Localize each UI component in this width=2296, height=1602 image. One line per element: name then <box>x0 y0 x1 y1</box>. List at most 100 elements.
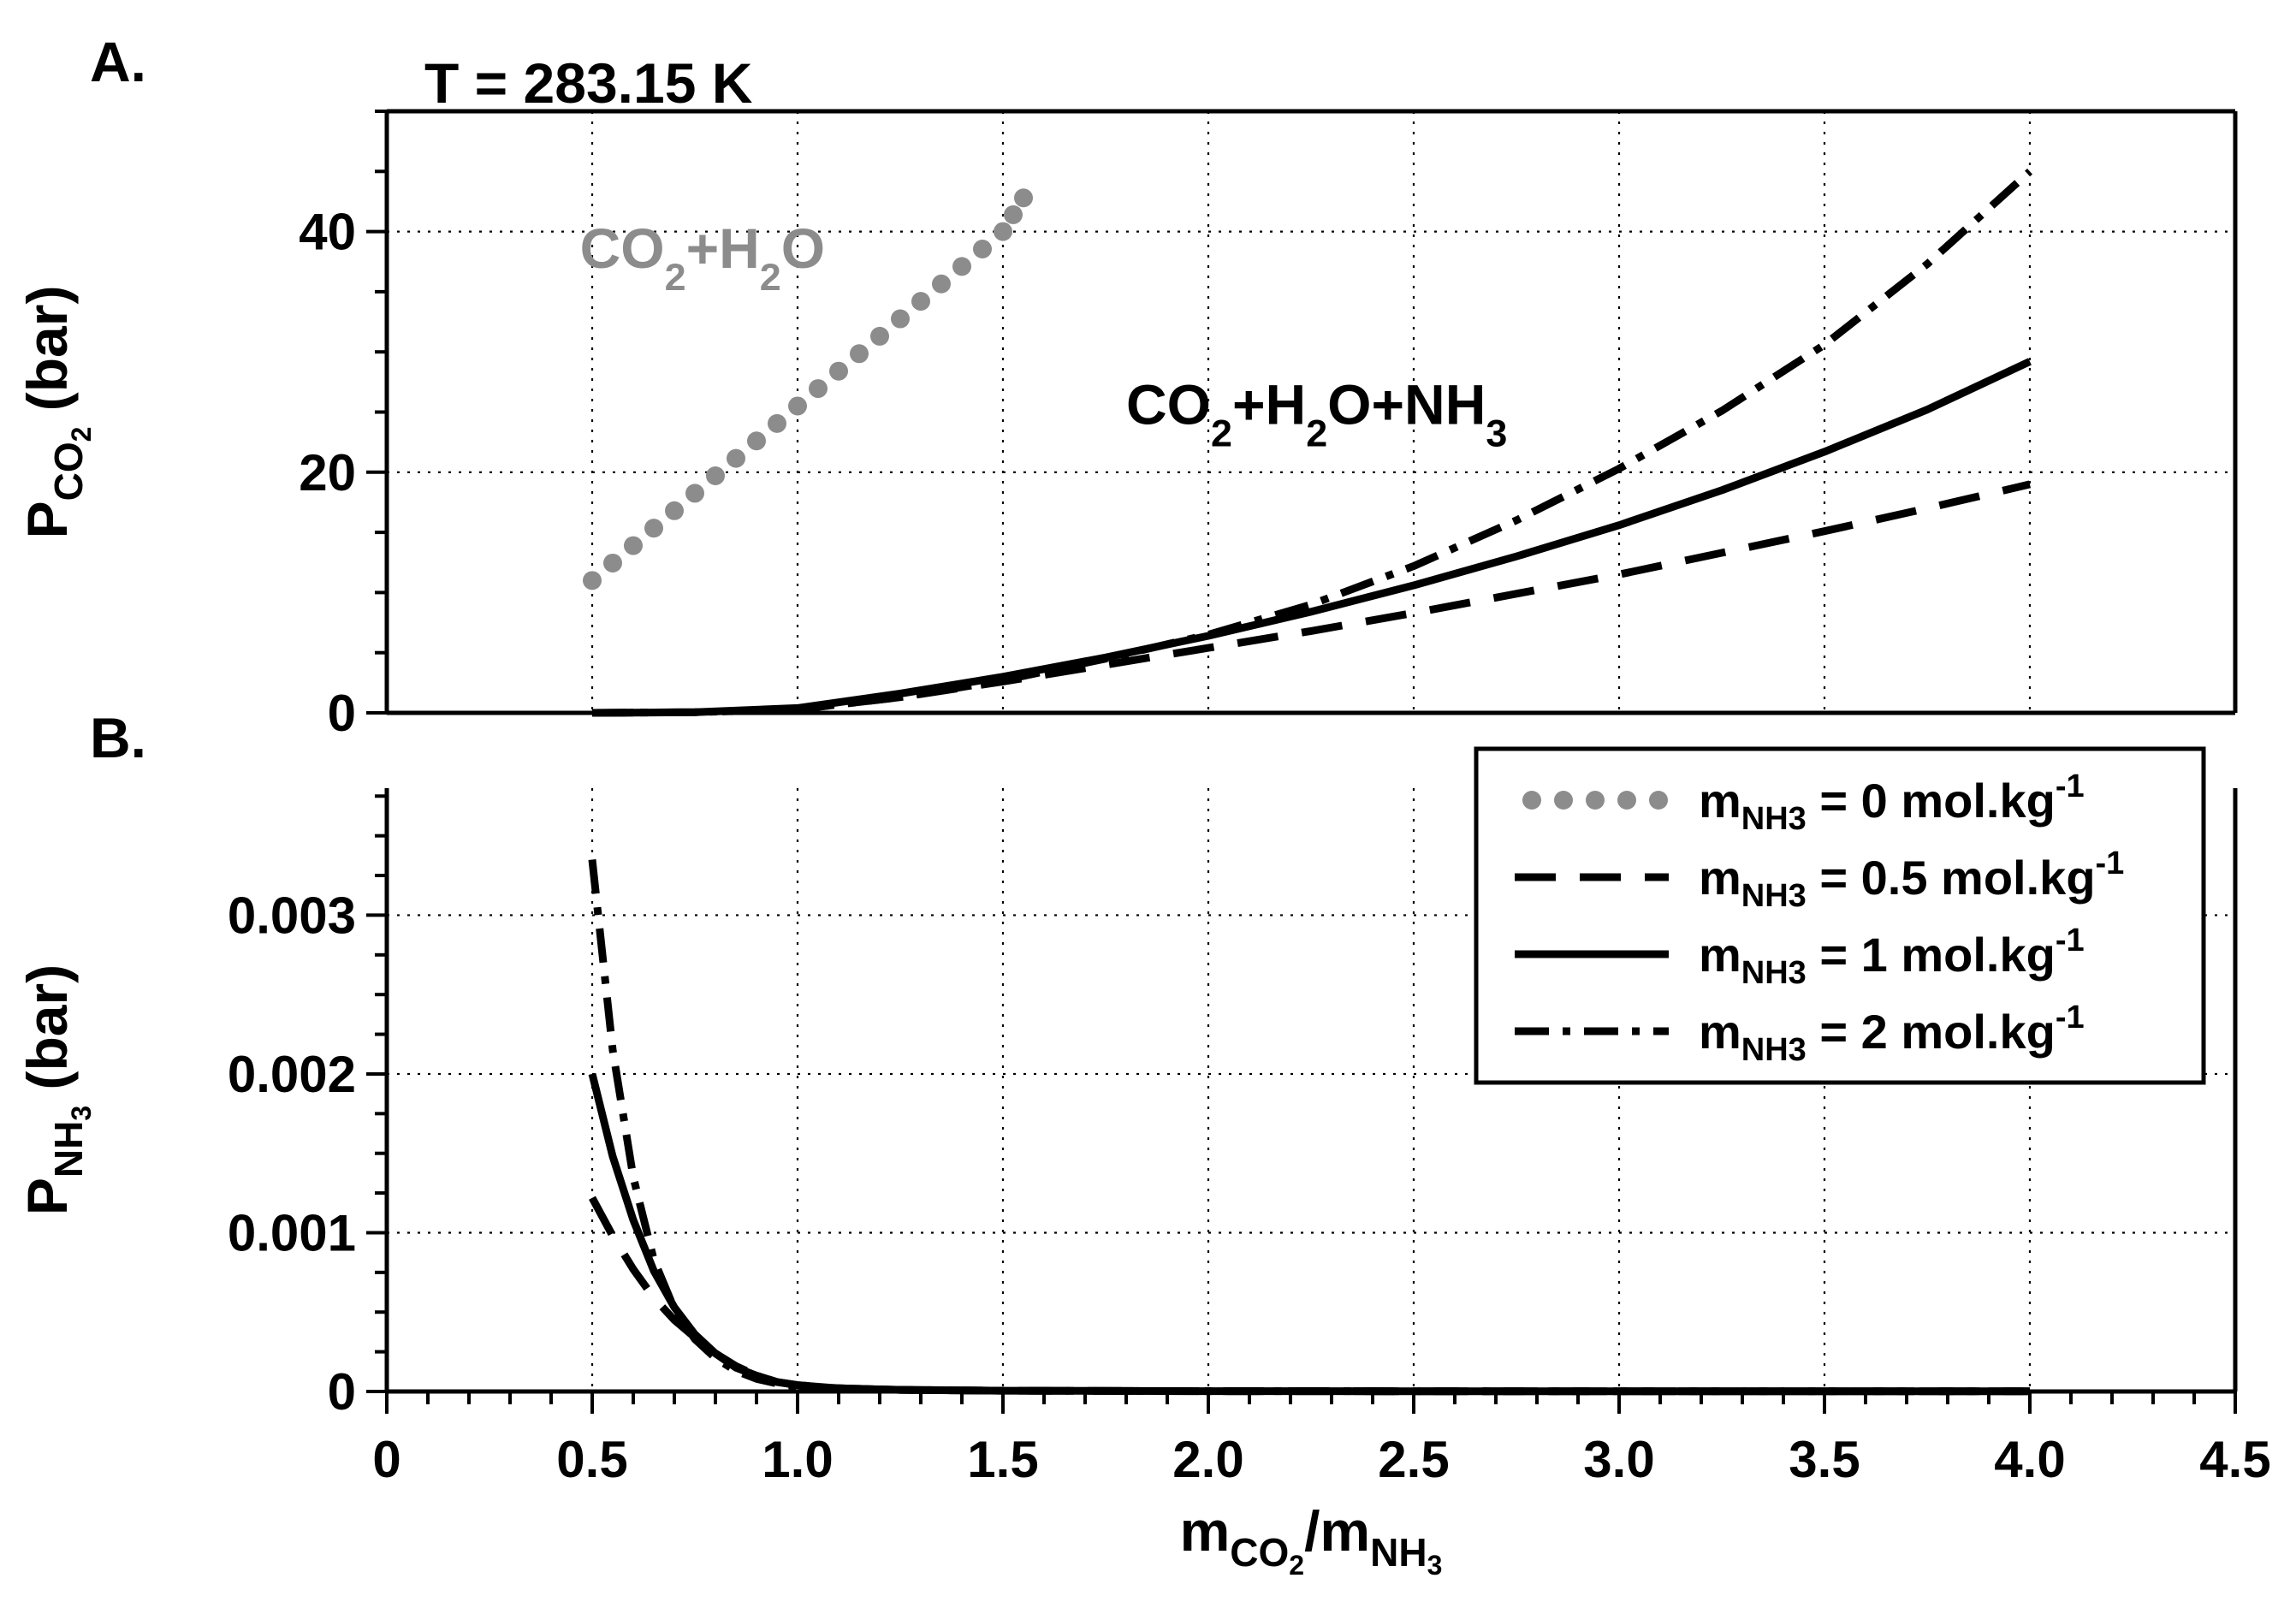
legend-label-3: mNH3 = 2 mol.kg-1 <box>1699 1000 2085 1068</box>
x-axis-label-part-0: m <box>1180 1499 1231 1563</box>
panel-0-series-0-dot-14 <box>870 326 889 346</box>
x-axis-label-part-3: /m <box>1304 1499 1370 1563</box>
legend-label-1: mNH3 = 0.5 mol.kg-1 <box>1699 846 2124 914</box>
annotation-co2h2o-part-0: CO <box>580 217 665 280</box>
annotation-co2h2o-part-2: +H <box>686 217 760 280</box>
x-axis-label-part-5: 3 <box>1427 1550 1443 1581</box>
panel-0-series-0-dot-12 <box>829 361 848 381</box>
panel-0-series-0-dot-13 <box>850 344 869 364</box>
panel-0-series-0-dot-4 <box>665 501 684 520</box>
panel-0-series-0-dot-17 <box>932 274 951 294</box>
legend-label-2-text: = 1 mol.kg <box>1807 928 2056 982</box>
legend-swatch-0-dot-0 <box>1522 791 1541 810</box>
panel-1-ytick-label-1: 0.001 <box>228 1204 356 1261</box>
panel-0-series-0-dot-11 <box>809 379 828 399</box>
legend-label-0-sub: NH3 <box>1741 801 1807 837</box>
legend-label-3-text: = 2 mol.kg <box>1807 1005 2056 1059</box>
panel-1-ylabel-part-0: P <box>15 1178 79 1215</box>
panel-1-ytick-label-0: 0 <box>328 1363 356 1421</box>
panel-0-series-0-dot-21 <box>1004 205 1023 224</box>
annotation-co2h2onh3-part-1: 2 <box>1211 411 1232 454</box>
panel-0-ylabel-part-1: CO <box>46 442 91 501</box>
x-axis-label-part-2: 2 <box>1289 1550 1304 1581</box>
panel-0-ytick-label-1: 20 <box>299 444 356 501</box>
annotation-co2h2onh3-part-3: 2 <box>1306 411 1327 454</box>
legend-label-1-sup: -1 <box>2096 846 2125 881</box>
annotation-co2h2o-part-4: O <box>781 217 825 280</box>
xtick-label-6: 3.0 <box>1583 1431 1654 1488</box>
panel-0-series-1-line <box>591 480 2032 717</box>
panel-0-series-0-dot-19 <box>973 239 992 258</box>
panel-0-label: A. <box>90 30 146 93</box>
panel-0-series-0-dot-16 <box>911 292 930 312</box>
panel-0-series-0-dot-0 <box>583 571 602 590</box>
xtick-label-1: 0.5 <box>556 1431 627 1488</box>
legend-label-3-prefix: m <box>1699 1005 1741 1059</box>
panel-1-ylabel-part-3: (bar) <box>15 964 79 1106</box>
panel-1-ytick-label-3: 0.003 <box>228 887 356 944</box>
panel-1-ylabel-part-2: 3 <box>66 1106 97 1121</box>
legend-label-0-sup: -1 <box>2056 768 2085 804</box>
x-axis-label-part-4: NH <box>1370 1530 1427 1575</box>
legend-label-3-sub: NH3 <box>1741 1032 1807 1068</box>
xtick-label-5: 2.5 <box>1378 1431 1449 1488</box>
panel-0-series-3-line <box>591 168 2033 717</box>
panel-1-ylabel-part-1: NH <box>46 1121 91 1178</box>
panel-0-series-0-dot-6 <box>706 466 725 486</box>
xtick-label-8: 4.0 <box>1994 1431 2065 1488</box>
panel-0-series-0-dot-2 <box>624 536 643 555</box>
legend-swatch-0-dot-2 <box>1586 791 1605 810</box>
panel-0-series-0-dot-1 <box>603 553 622 573</box>
legend-label-0-text: = 0 mol.kg <box>1807 774 2056 828</box>
xtick-label-7: 3.5 <box>1789 1431 1860 1488</box>
panel-1-label: B. <box>90 706 146 769</box>
panel-0-series-0-dot-18 <box>952 257 971 276</box>
legend-label-2-sup: -1 <box>2056 923 2085 958</box>
legend-label-2-prefix: m <box>1699 928 1741 982</box>
xtick-label-0: 0 <box>372 1431 400 1488</box>
xtick-label-9: 4.5 <box>2199 1431 2270 1488</box>
annotation-co2h2onh3: CO2+H2O+NH3 <box>1126 373 1507 455</box>
xtick-label-2: 1.0 <box>762 1431 833 1488</box>
legend-label-2-sub: NH3 <box>1741 955 1807 991</box>
panel-0-ylabel-part-3: (bar) <box>15 286 79 427</box>
x-axis-label: mCO2/mNH3 <box>1180 1499 1443 1581</box>
panel-0-ylabel-part-0: P <box>15 501 79 538</box>
panel-0-series-0-dot-22 <box>1014 188 1033 208</box>
panel-0-series-0-dot-20 <box>994 222 1012 241</box>
legend-swatch-0-dot-4 <box>1649 791 1668 810</box>
legend-label-2: mNH3 = 1 mol.kg-1 <box>1699 923 2085 991</box>
panel-0-series-0-dot-8 <box>747 431 766 451</box>
annotation-co2h2onh3-part-2: +H <box>1232 373 1306 436</box>
annotation-co2h2o-part-3: 2 <box>760 254 781 298</box>
panel-0-ylabel: PCO2 (bar) <box>15 286 97 539</box>
legend-swatch-0-dot-1 <box>1554 791 1573 810</box>
annotation-co2h2o: CO2+H2O <box>580 217 826 299</box>
temperature-label: T = 283.15 K <box>424 51 753 115</box>
legend-label-1-sub: NH3 <box>1741 878 1807 914</box>
x-axis-label-part-1: CO <box>1230 1530 1289 1575</box>
panel-0-series-0-dot-9 <box>768 413 786 433</box>
legend-label-0-prefix: m <box>1699 774 1741 828</box>
panel-0-ytick-label-0: 0 <box>328 685 356 742</box>
legend-label-1-text: = 0.5 mol.kg <box>1807 851 2096 905</box>
annotation-co2h2o-part-1: 2 <box>665 254 686 298</box>
annotation-co2h2onh3-part-5: 3 <box>1486 411 1507 454</box>
panel-1-series-0-line <box>589 1196 2030 1396</box>
panel-1-ylabel: PNH3 (bar) <box>15 964 97 1215</box>
xtick-label-4: 2.0 <box>1172 1431 1243 1488</box>
legend-label-3-sup: -1 <box>2056 1000 2085 1035</box>
panel-0-ytick-label-2: 40 <box>299 204 356 261</box>
panel-1-ytick-label-2: 0.002 <box>228 1046 356 1103</box>
legend-swatch-0-dot-3 <box>1617 791 1636 810</box>
xtick-label-3: 1.5 <box>967 1431 1038 1488</box>
panel-0-series-0-dot-10 <box>788 396 807 416</box>
panel-0-ylabel-part-2: 2 <box>66 427 97 442</box>
panel-0-series-0-dot-7 <box>727 448 745 468</box>
annotation-co2h2onh3-part-0: CO <box>1126 373 1211 436</box>
panel-0-series-0-dot-5 <box>685 484 704 503</box>
